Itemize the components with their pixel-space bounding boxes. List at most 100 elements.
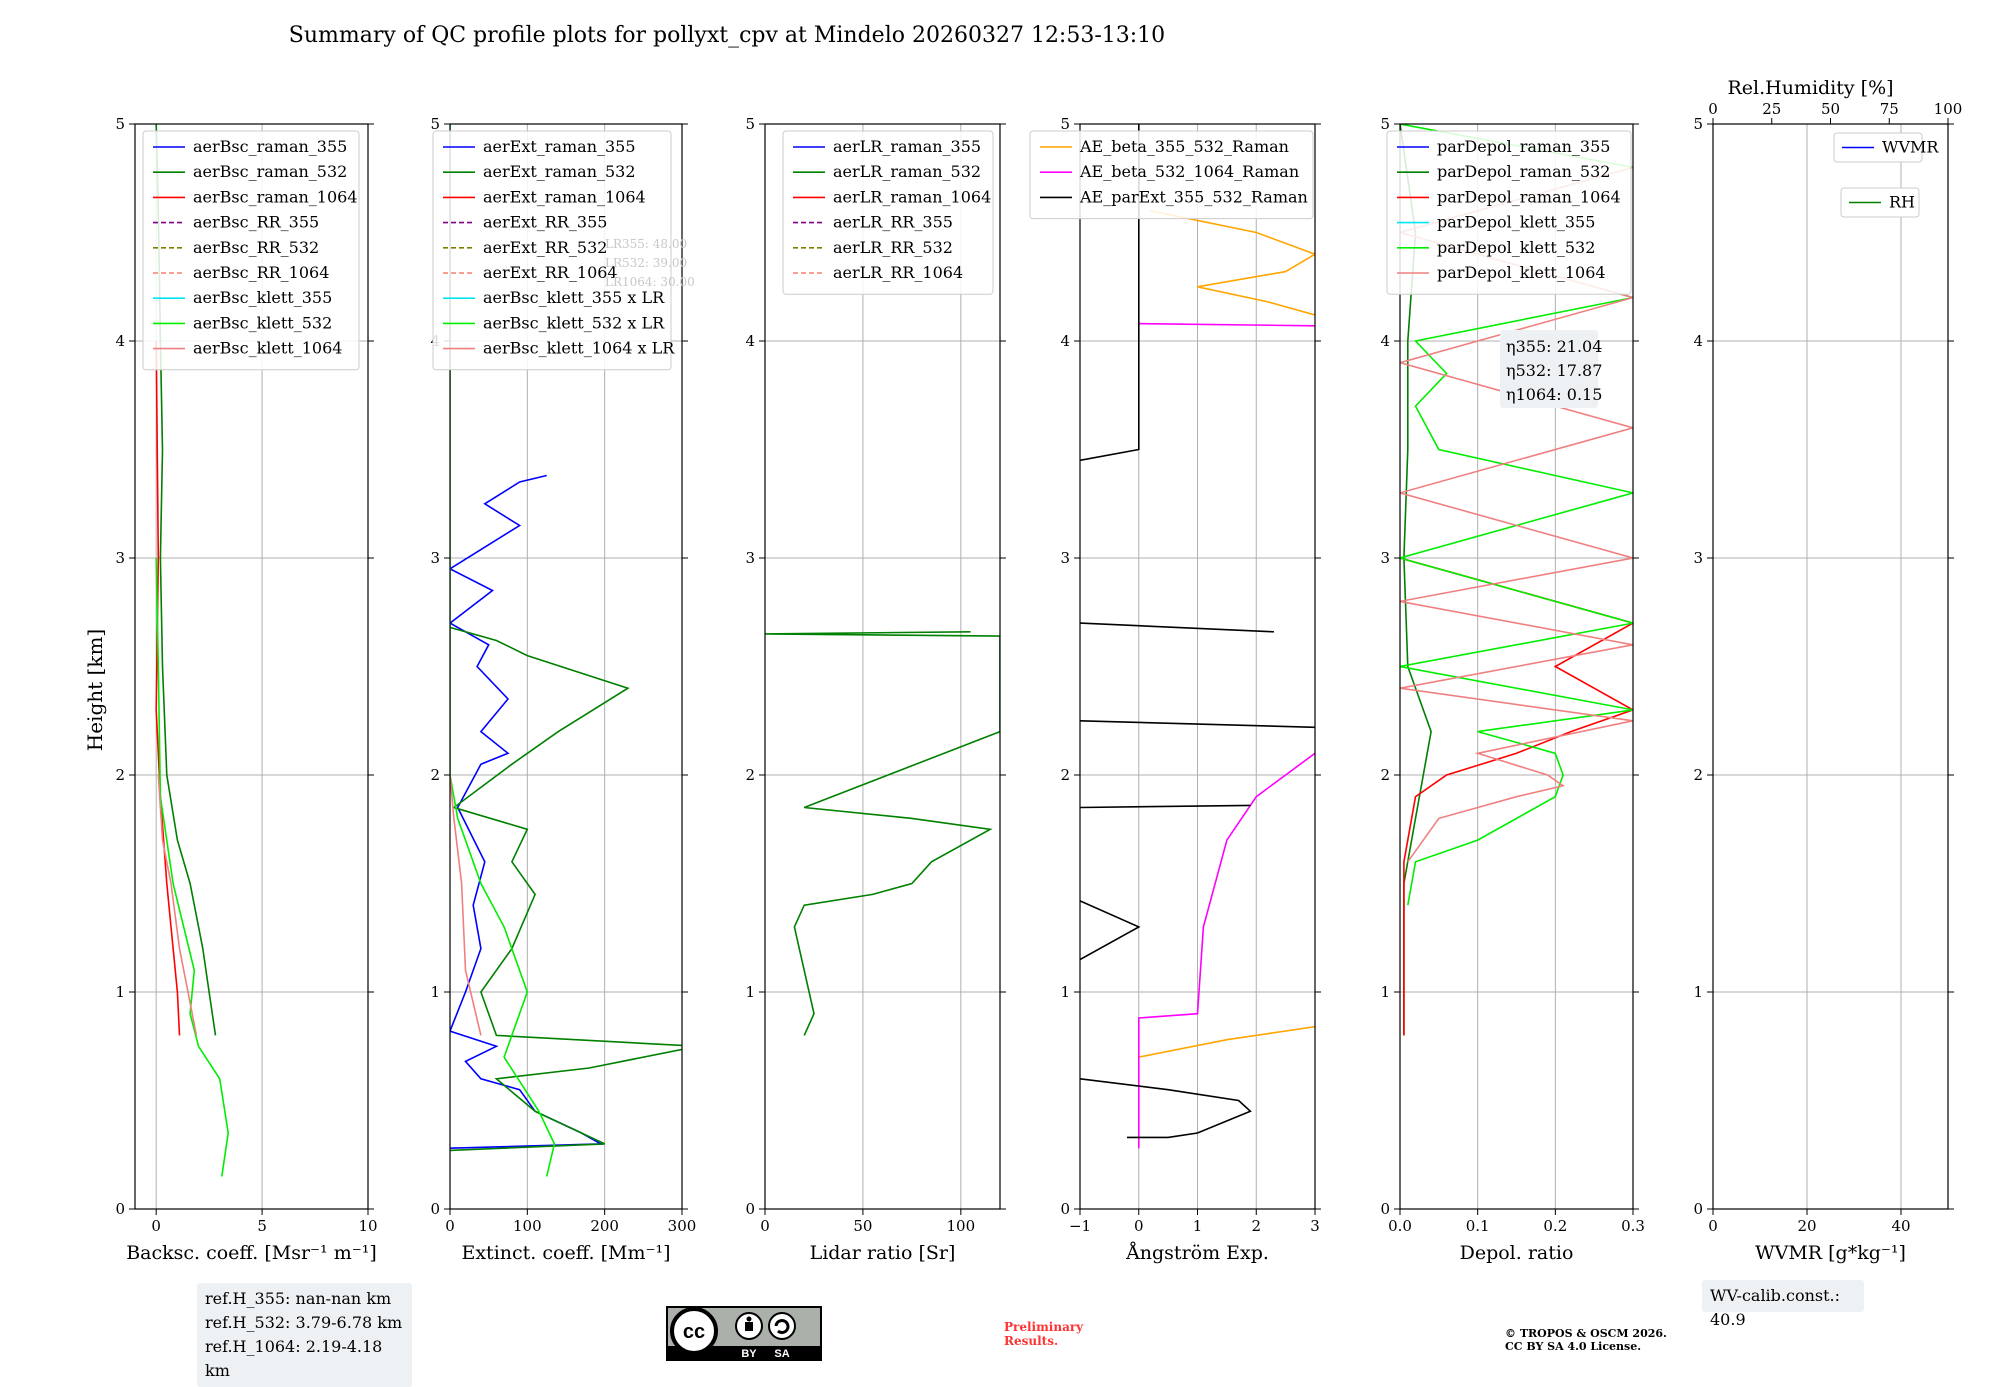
legend-entry: aerBsc_klett_532 — [193, 313, 332, 332]
x-axis-label: Depol. ratio — [1460, 1242, 1574, 1264]
legend-entry: parDepol_raman_532 — [1437, 162, 1610, 181]
y-tick-label: 0 — [115, 1200, 125, 1218]
cc-license-badge: cc BY SA — [666, 1306, 822, 1361]
series-aerBsc_klett_532 x LR — [450, 124, 556, 1177]
x-axis-label: Ångström Exp. — [1125, 1242, 1269, 1264]
legend-entry: parDepol_raman_1064 — [1437, 187, 1621, 206]
y-tick-label: 1 — [745, 983, 755, 1001]
panel-lr: 0 50 100 0 1 2 3 4 5 Lidar ratio [Sr] aerLR_raman_… — [745, 115, 1006, 1264]
x-tick-label: 10 — [358, 1217, 377, 1235]
ref-height-355: ref.H_355: nan-nan km — [205, 1289, 392, 1308]
legend-entry: aerBsc_klett_532 x LR — [483, 313, 665, 332]
y-tick-label: 3 — [745, 549, 755, 567]
legend-entry: aerExt_raman_355 — [483, 137, 636, 156]
y-tick-label: 3 — [1380, 549, 1390, 567]
legend-entry: aerExt_RR_532 — [483, 238, 607, 257]
y-tick-label: 3 — [1693, 549, 1703, 567]
legend-ae: AE_beta_355_532_Raman AE_beta_532_1064_Ra… — [1029, 130, 1314, 220]
preliminary-note: Preliminary Results. — [1004, 1320, 1083, 1348]
legend-entry: aerBsc_klett_355 — [193, 288, 332, 307]
y-tick-label: 0 — [1060, 1200, 1070, 1218]
panel-bsc: 0 5 10 0 1 2 3 4 5 Backsc. coeff. [Msr⁻¹ m⁻¹] aerB… — [115, 115, 377, 1264]
legend-entry: aerBsc_raman_1064 — [193, 187, 358, 206]
legend-depol: parDepol_raman_355 parDepol_raman_532 parD… — [1386, 130, 1632, 295]
x-tick-label: 50 — [853, 1217, 872, 1235]
y-tick-label: 1 — [430, 983, 440, 1001]
series-aerBsc_klett_1064 — [157, 774, 198, 1036]
attribution-person-icon — [735, 1312, 763, 1340]
legend-entry: parDepol_klett_532 — [1437, 238, 1595, 257]
ref-height-box: ref.H_355: nan-nan km ref.H_532: 3.79-6.… — [197, 1283, 412, 1387]
y-tick-label: 1 — [1380, 983, 1390, 1001]
legend-entry: aerBsc_raman_355 — [193, 137, 347, 156]
top-tick-label: 75 — [1880, 100, 1899, 118]
series-AE_parExt_355_532_Raman — [1080, 124, 1140, 462]
series-parDepol_raman_532 — [1400, 124, 1432, 1036]
legend-entry: aerLR_RR_1064 — [833, 263, 963, 282]
legend-entry: aerBsc_klett_355 x LR — [483, 288, 665, 307]
y-tick-label: 2 — [1380, 766, 1390, 784]
y-tick-label: 0 — [745, 1200, 755, 1218]
y-tick-label: 1 — [1060, 983, 1070, 1001]
y-tick-label: 5 — [430, 115, 440, 133]
y-tick-label: 3 — [115, 549, 125, 567]
y-tick-label: 5 — [1060, 115, 1070, 133]
series-AE_parExt_355_532_Raman — [1080, 720, 1315, 729]
y-tick-label: 4 — [1380, 332, 1390, 350]
top-tick-label: 25 — [1762, 100, 1781, 118]
legend-entry: aerLR_raman_1064 — [833, 187, 991, 206]
top-tick-label: 50 — [1821, 100, 1840, 118]
y-tick-label: 4 — [1060, 332, 1070, 350]
legend-wv-0: WVMR — [1833, 132, 1939, 163]
series-aerLR_raman_532 — [765, 631, 1000, 1036]
preliminary-line-2: Results. — [1004, 1334, 1059, 1348]
y-tick-label: 0 — [430, 1200, 440, 1218]
x-tick-label: 0.3 — [1621, 1217, 1645, 1235]
x-tick-label: 20 — [1797, 1217, 1816, 1235]
legend-entry: aerExt_RR_1064 — [483, 263, 618, 282]
series-AE_parExt_355_532_Raman — [1080, 622, 1274, 633]
series-AE_beta_532_1064_Raman — [1138, 322, 1315, 327]
legend-box — [432, 130, 672, 371]
eta-note-line: η1064: 0.15 — [1506, 385, 1602, 404]
copyright-line-2: CC BY SA 4.0 License. — [1505, 1340, 1642, 1353]
legend-entry: aerLR_raman_355 — [833, 137, 981, 156]
legend-entry: aerBsc_klett_1064 — [193, 339, 342, 358]
y-tick-label: 5 — [745, 115, 755, 133]
lr-note-line: LR355: 48.00 — [605, 237, 687, 251]
copyright-line-1: © TROPOS & OSCM 2026. — [1505, 1327, 1667, 1340]
x-axis-label: WVMR [g*kg⁻¹] — [1755, 1242, 1906, 1264]
x-tick-label: 0 — [1708, 1217, 1718, 1235]
x-tick-label: 100 — [947, 1217, 976, 1235]
x-tick-label: 3 — [1310, 1217, 1320, 1235]
y-tick-label: 5 — [1693, 115, 1703, 133]
y-tick-label: 1 — [1693, 983, 1703, 1001]
badge-by: BY — [741, 1348, 757, 1360]
x-tick-label: 1 — [1193, 1217, 1203, 1235]
x-tick-label: 5 — [257, 1217, 267, 1235]
legend-entry: AE_parExt_355_532_Raman — [1079, 187, 1308, 206]
y-tick-label: 2 — [115, 766, 125, 784]
share-alike-icon — [768, 1312, 796, 1340]
y-tick-label: 3 — [1060, 549, 1070, 567]
y-tick-label: 1 — [115, 983, 125, 1001]
x-tick-label: 40 — [1891, 1217, 1910, 1235]
series-AE_beta_355_532_Raman — [1150, 210, 1315, 316]
series-aerBsc_klett_1064 x LR — [450, 774, 482, 1036]
series-parDepol_klett_532 — [1400, 124, 1633, 906]
x-axis-label: Backsc. coeff. [Msr⁻¹ m⁻¹] — [126, 1242, 377, 1264]
y-tick-label: 2 — [1060, 766, 1070, 784]
badge-sa: SA — [774, 1348, 789, 1360]
y-axis-label: Height [km] — [83, 629, 107, 751]
x-tick-label: 0 — [445, 1217, 455, 1235]
figure-title: Summary of QC profile plots for pollyxt_… — [289, 23, 1165, 48]
legend-box — [782, 130, 994, 295]
x-tick-label: 0.1 — [1466, 1217, 1490, 1235]
ref-height-532: ref.H_532: 3.79-6.78 km — [205, 1313, 403, 1332]
legend-box — [1029, 130, 1314, 220]
top-tick-label: 0 — [1708, 100, 1718, 118]
x-tick-label: 100 — [513, 1217, 542, 1235]
